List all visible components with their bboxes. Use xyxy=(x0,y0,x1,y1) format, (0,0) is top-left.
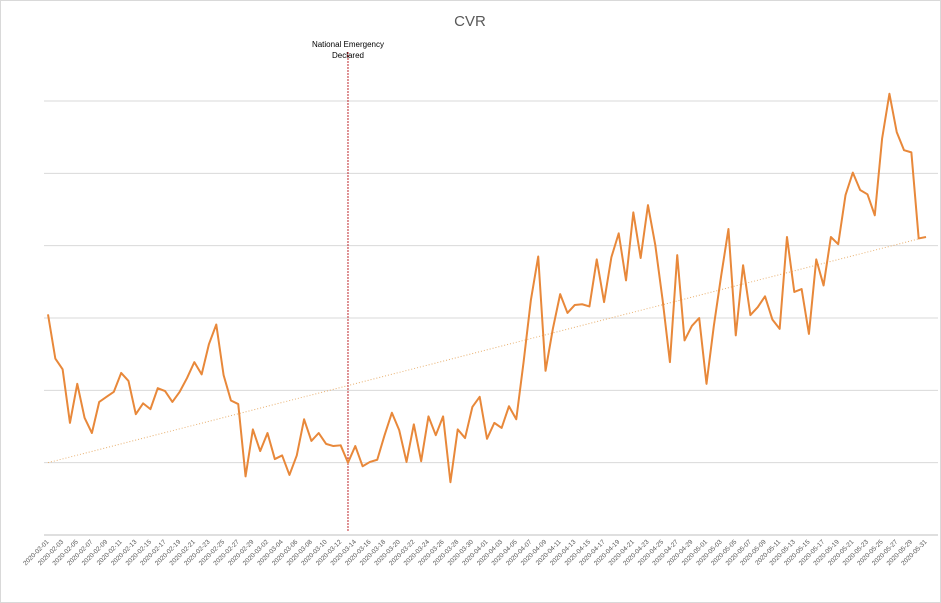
chart-title: CVR xyxy=(454,13,486,30)
trendline xyxy=(47,236,927,464)
annotation-text: National Emergency xyxy=(312,40,384,49)
data-line xyxy=(47,92,927,484)
annotation-text: Declared xyxy=(332,51,364,60)
